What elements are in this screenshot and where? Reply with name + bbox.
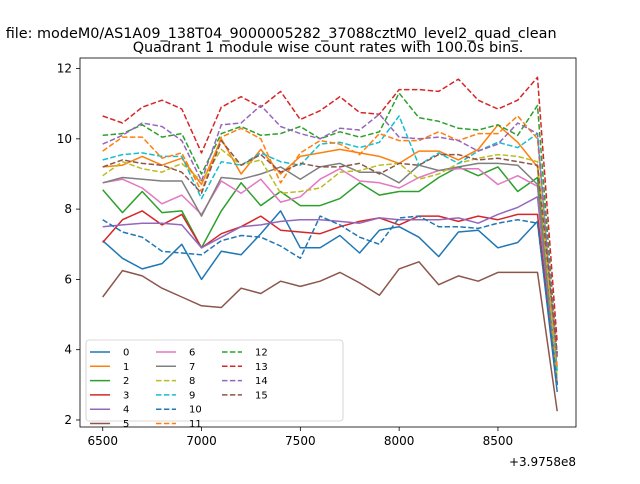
y-axis: 2 4 6 8 10 12 — [57, 62, 80, 427]
x-tick-label: 7500 — [285, 434, 316, 448]
legend-entry-9: 9 — [156, 390, 195, 401]
series-line-13 — [102, 76, 558, 343]
x-tick-label: 7000 — [186, 434, 217, 448]
series-line-5 — [102, 261, 558, 412]
legend-entry-5: 5 — [90, 419, 129, 430]
figure-suptitle: n file: modeM0/AS1A09_138T04_9000005282_… — [0, 26, 557, 42]
legend-entry-0: 0 — [90, 348, 129, 359]
y-tick-label: 12 — [57, 62, 72, 76]
x-tick-label: 6500 — [87, 434, 118, 448]
series-line-15 — [102, 139, 558, 354]
plot-frame — [79, 57, 577, 428]
series-line-14 — [102, 104, 558, 357]
legend-label: 3 — [123, 390, 129, 401]
legend-entry-13: 13 — [222, 362, 268, 373]
y-tick-label: 8 — [64, 202, 72, 216]
series-line-12 — [102, 92, 558, 357]
x-tick-label: 8000 — [384, 434, 415, 448]
legend-entry-3: 3 — [90, 390, 129, 401]
legend-frame — [85, 339, 344, 422]
x-axis-offset-label: +3.9758e8 — [509, 455, 576, 469]
legend-entry-1: 1 — [90, 362, 129, 373]
x-tick-label: 8500 — [483, 434, 514, 448]
chart-title: Quadrant 1 module wise count rates with … — [133, 40, 524, 56]
legend-label: 1 — [123, 362, 129, 373]
series-line-9 — [102, 115, 558, 371]
legend-label: 9 — [189, 390, 195, 401]
legend-entry-10: 10 — [156, 405, 202, 416]
legend-entry-8: 8 — [156, 376, 195, 387]
legend-entry-6: 6 — [156, 348, 195, 359]
y-tick-label: 10 — [57, 132, 72, 146]
x-axis: 6500 7000 7500 8000 8500 — [87, 427, 513, 448]
y-tick-label: 6 — [64, 272, 72, 286]
series-line-4 — [102, 196, 558, 385]
legend-entry-4: 4 — [90, 405, 129, 416]
legend-label: 8 — [189, 376, 195, 387]
series-line-2 — [102, 166, 558, 385]
y-tick-label: 4 — [64, 343, 72, 357]
legend-label: 4 — [123, 405, 129, 416]
legend-label: 14 — [255, 376, 268, 387]
legend-label: 10 — [189, 405, 202, 416]
series-line-3 — [102, 210, 558, 385]
legend-entry-14: 14 — [222, 376, 268, 387]
legend-entry-11: 11 — [156, 419, 202, 430]
legend-label: 13 — [255, 362, 268, 373]
legend-label: 0 — [123, 348, 129, 359]
y-tick-label: 2 — [64, 413, 72, 427]
series-line-7 — [102, 162, 558, 385]
series-line-6 — [102, 167, 558, 385]
legend-label: 6 — [189, 348, 195, 359]
legend-entry-15: 15 — [222, 390, 268, 401]
series-line-8 — [102, 148, 558, 378]
series-line-11 — [102, 115, 558, 368]
legend-label: 12 — [255, 348, 268, 359]
legend-label: 7 — [189, 362, 195, 373]
legend-label: 15 — [255, 390, 268, 401]
legend-entry-7: 7 — [156, 362, 195, 373]
legend-label: 11 — [189, 419, 202, 430]
plot-area — [79, 57, 577, 428]
legend-label: 2 — [123, 376, 129, 387]
series-line-1 — [102, 124, 558, 385]
series-line-10 — [102, 215, 558, 385]
legend-label: 5 — [123, 419, 129, 430]
series-line-0 — [102, 210, 558, 392]
legend-entry-2: 2 — [90, 376, 129, 387]
legend-entry-12: 12 — [222, 348, 268, 359]
